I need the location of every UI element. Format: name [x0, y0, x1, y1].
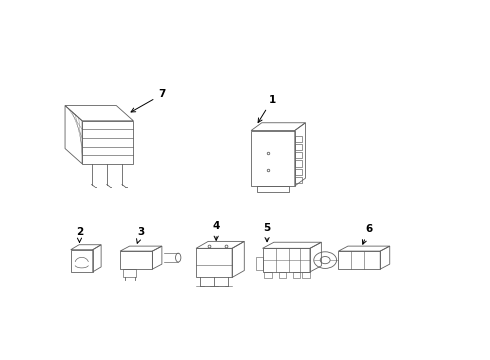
Text: 6: 6 — [363, 225, 372, 244]
Text: 5: 5 — [264, 223, 270, 242]
Bar — [256, 257, 263, 270]
Bar — [279, 272, 286, 278]
Bar — [123, 269, 136, 277]
Bar — [295, 169, 302, 175]
Text: 7: 7 — [131, 90, 166, 112]
Bar — [295, 144, 302, 150]
Text: 2: 2 — [76, 227, 83, 243]
Bar — [293, 272, 300, 278]
Bar — [302, 272, 310, 278]
Bar — [295, 135, 302, 141]
Text: 4: 4 — [213, 221, 220, 240]
Bar — [265, 272, 272, 278]
Bar — [257, 186, 289, 192]
Bar — [295, 152, 302, 158]
Text: 1: 1 — [258, 95, 276, 122]
Bar — [295, 161, 302, 167]
Text: 3: 3 — [137, 227, 145, 243]
Bar — [295, 177, 302, 183]
